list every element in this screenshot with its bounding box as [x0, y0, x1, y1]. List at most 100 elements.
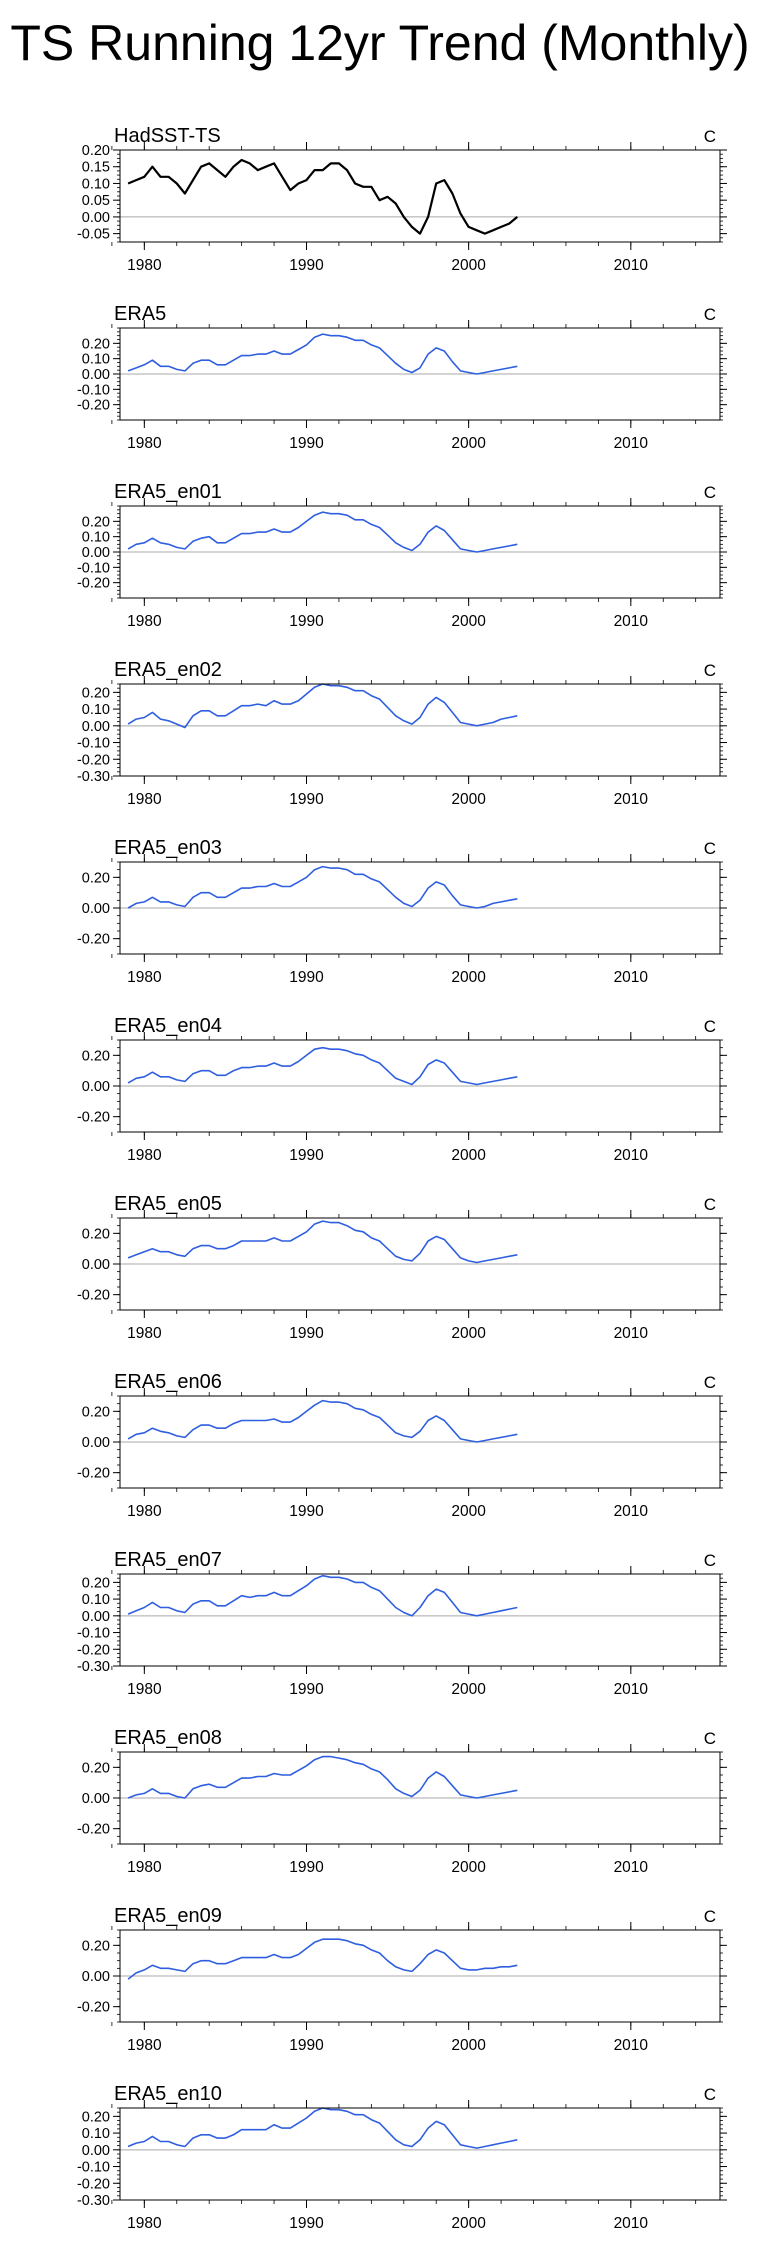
y-tick-label: -0.20 [77, 2000, 110, 2016]
plot-frame [119, 683, 721, 777]
x-tick-label: 2010 [614, 1681, 649, 1698]
y-tick-label: 0.00 [82, 1435, 110, 1451]
y-tick-label: 0.20 [82, 1404, 110, 1420]
series-line [127, 333, 518, 375]
x-tick-label: 1990 [289, 1503, 324, 1520]
x-tick-label: 1990 [289, 2037, 324, 2054]
series-line [127, 2107, 518, 2149]
panel-title: ERA5_en03 [114, 837, 222, 859]
y-tick-label: 0.00 [82, 1969, 110, 1985]
y-tick-label: 0.20 [82, 685, 110, 701]
x-tick-label: 1990 [289, 969, 324, 986]
x-tick-label: 1990 [289, 1147, 324, 1164]
x-tick-label: 1980 [127, 257, 162, 274]
y-tick-label: -0.10 [77, 1626, 110, 1642]
x-tick-label: 1980 [127, 2037, 162, 2054]
panel-title: ERA5_en02 [114, 659, 222, 681]
y-tick-label: 0.20 [82, 143, 110, 159]
x-tick-label: 2010 [614, 1147, 649, 1164]
x-tick-label: 1980 [127, 1503, 162, 1520]
x-tick-label: 2000 [451, 257, 486, 274]
units-label: C [704, 839, 716, 858]
y-tick-label: 0.20 [82, 336, 110, 352]
y-tick-label: 0.20 [82, 1938, 110, 1954]
x-tick-label: 1980 [127, 1681, 162, 1698]
series-line [127, 1220, 518, 1264]
y-tick-label: -0.10 [77, 2160, 110, 2176]
x-tick-label: 2010 [614, 613, 649, 630]
y-tick-label: -0.30 [77, 2193, 110, 2209]
y-tick-label: -0.20 [77, 1110, 110, 1126]
series-line [127, 511, 518, 553]
panel-title: ERA5_en04 [114, 1015, 222, 1037]
x-tick-label: 2000 [451, 1503, 486, 1520]
x-tick-label: 2010 [614, 435, 649, 452]
x-tick-label: 1990 [289, 435, 324, 452]
units-label: C [704, 305, 716, 324]
units-label: C [704, 1373, 716, 1392]
y-tick-label: 0.00 [82, 1079, 110, 1095]
y-tick-label: 0.05 [82, 193, 110, 209]
x-tick-label: 2000 [451, 1325, 486, 1342]
x-tick-label: 2010 [614, 2215, 649, 2232]
series-line [127, 1574, 518, 1617]
plot-frame [119, 2107, 721, 2201]
panel-title: HadSST-TS [114, 125, 221, 147]
x-tick-label: 1990 [289, 257, 324, 274]
y-tick-label: 0.00 [82, 719, 110, 735]
y-tick-label: 0.10 [82, 352, 110, 368]
y-tick-label: -0.20 [77, 1822, 110, 1838]
x-tick-label: 1990 [289, 1859, 324, 1876]
units-label: C [704, 1551, 716, 1570]
units-label: C [704, 1017, 716, 1036]
units-label: C [704, 661, 716, 680]
panel-title: ERA5_en06 [114, 1371, 222, 1393]
units-label: C [704, 1195, 716, 1214]
y-tick-label: -0.10 [77, 382, 110, 398]
x-tick-label: 1990 [289, 1325, 324, 1342]
y-tick-label: 0.20 [82, 1048, 110, 1064]
y-tick-label: 0.00 [82, 901, 110, 917]
x-tick-label: 2010 [614, 257, 649, 274]
x-tick-label: 2010 [614, 1859, 649, 1876]
y-tick-label: -0.20 [77, 1642, 110, 1658]
x-tick-label: 2010 [614, 1325, 649, 1342]
series-line [127, 865, 518, 909]
units-label: C [704, 127, 716, 146]
x-tick-label: 2000 [451, 791, 486, 808]
page-title: TS Running 12yr Trend (Monthly) [10, 15, 750, 71]
y-tick-label: -0.20 [77, 752, 110, 768]
x-tick-label: 2010 [614, 1503, 649, 1520]
x-tick-label: 2010 [614, 2037, 649, 2054]
x-tick-label: 1980 [127, 613, 162, 630]
y-tick-label: -0.20 [77, 1466, 110, 1482]
y-tick-label: -0.20 [77, 1288, 110, 1304]
x-tick-label: 2000 [451, 969, 486, 986]
y-tick-label: 0.15 [82, 160, 110, 176]
y-tick-label: -0.30 [77, 1659, 110, 1675]
x-tick-label: 1980 [127, 1325, 162, 1342]
units-label: C [704, 1729, 716, 1748]
y-tick-label: -0.20 [77, 2176, 110, 2192]
panel-title: ERA5_en09 [114, 1905, 222, 1927]
y-tick-label: 0.00 [82, 367, 110, 383]
y-tick-label: 0.10 [82, 702, 110, 718]
y-tick-label: 0.00 [82, 545, 110, 561]
x-tick-label: 2010 [614, 791, 649, 808]
y-tick-label: 0.00 [82, 210, 110, 226]
x-tick-label: 1980 [127, 791, 162, 808]
panel-title: ERA5_en08 [114, 1727, 222, 1749]
x-tick-label: 1980 [127, 1147, 162, 1164]
y-tick-label: 0.20 [82, 514, 110, 530]
y-tick-label: 0.20 [82, 1226, 110, 1242]
x-tick-label: 2000 [451, 1859, 486, 1876]
series-line [127, 1938, 518, 1980]
y-tick-label: 0.10 [82, 530, 110, 546]
panel-title: ERA5 [114, 303, 166, 325]
y-tick-label: -0.20 [77, 398, 110, 414]
panel-title: ERA5_en10 [114, 2083, 222, 2105]
units-label: C [704, 2085, 716, 2104]
y-tick-label: 0.10 [82, 2126, 110, 2142]
y-tick-label: 0.20 [82, 1760, 110, 1776]
